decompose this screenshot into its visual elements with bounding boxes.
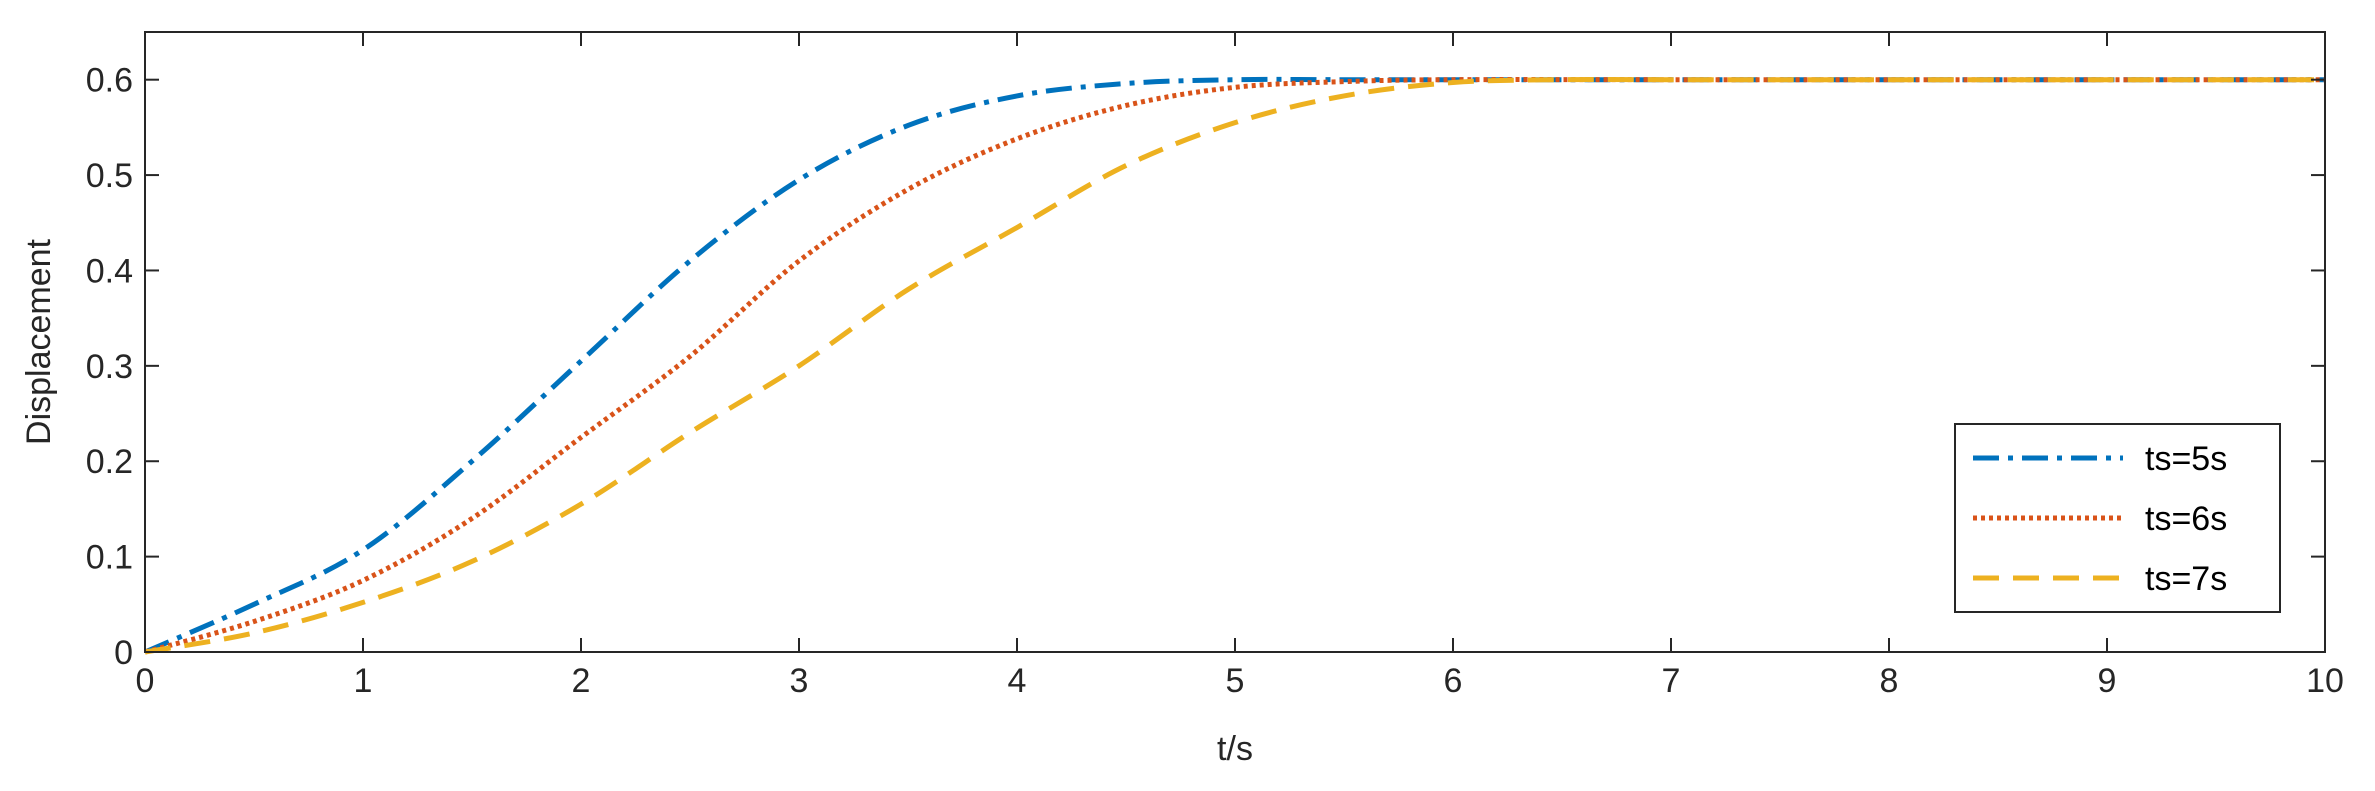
x-axis-label: t/s (1217, 730, 1253, 768)
x-tick-label: 2 (572, 662, 591, 700)
y-tick-label: 0.6 (86, 62, 133, 100)
y-axis-label: Displacement (20, 238, 58, 445)
y-tick-label: 0.1 (86, 539, 133, 577)
legend-label: ts=6s (2145, 500, 2227, 538)
y-tick-label: 0.2 (86, 443, 133, 481)
x-tick-label: 4 (1008, 662, 1027, 700)
x-tick-label: 8 (1880, 662, 1899, 700)
x-tick-label: 1 (354, 662, 373, 700)
series-layer (143, 76, 2325, 655)
x-tick-label: 3 (790, 662, 809, 700)
x-tick-label: 10 (2306, 662, 2344, 700)
series-line-2 (144, 77, 2325, 655)
y-tick-label: 0.4 (86, 252, 133, 290)
legend-label: ts=7s (2145, 560, 2227, 598)
x-tick-label: 5 (1226, 662, 1245, 700)
x-tick-label: 7 (1662, 662, 1681, 700)
x-tick-label: 9 (2098, 662, 2117, 700)
series-line-3 (144, 76, 2325, 655)
y-tick-label: 0.5 (86, 157, 133, 195)
x-tick-label: 6 (1444, 662, 1463, 700)
legend-label: ts=5s (2145, 440, 2227, 478)
ticks-layer: 0 1 2 3 4 5 6 7 8 9 10 0 0.1 0.2 0.3 0.4 0.5 0.6 (86, 32, 2344, 700)
y-tick-label: 0 (114, 634, 133, 672)
y-tick-label: 0.3 (86, 348, 133, 386)
legend: ts=5s ts=6s ts=7s (1954, 423, 2281, 613)
x-tick-label: 0 (136, 662, 155, 700)
